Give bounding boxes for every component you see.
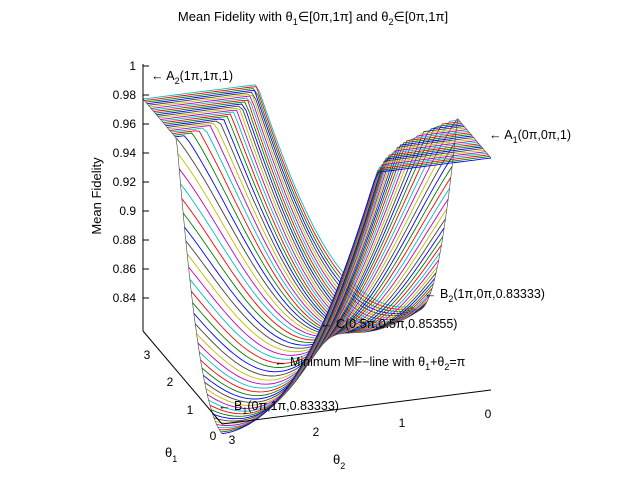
theta2-tick-label: 0 bbox=[485, 407, 492, 421]
z-tick-label: 0.86 bbox=[113, 262, 137, 276]
title-part-1: Mean Fidelity with θ bbox=[178, 9, 293, 24]
surface-line bbox=[145, 88, 415, 312]
annotation-c: ← C(0.5π,0.5π,0.85355) bbox=[320, 317, 457, 331]
surface-line bbox=[194, 126, 465, 377]
axes-frame bbox=[142, 64, 492, 425]
surface-line bbox=[153, 99, 423, 324]
surface-line bbox=[212, 146, 482, 420]
surface-line bbox=[155, 101, 425, 326]
z-tick-label: 0.96 bbox=[113, 117, 137, 131]
annotation-a2: ← A2(1π,1π,1) bbox=[151, 69, 233, 86]
z-axis-label: Mean Fidelity bbox=[89, 157, 104, 235]
theta2-label-sub: 2 bbox=[340, 461, 345, 471]
chart-title: Mean Fidelity with θ1∈[0π,1π] and θ2∈[0π… bbox=[178, 9, 448, 27]
surface-line bbox=[221, 157, 492, 435]
theta1-label-sub: 1 bbox=[172, 454, 177, 464]
z-tick-label: 0.98 bbox=[113, 88, 137, 102]
surface-line bbox=[171, 127, 441, 334]
surface-line bbox=[211, 144, 481, 417]
z-tick-label: 0.88 bbox=[113, 233, 137, 247]
surface-line bbox=[205, 138, 475, 406]
surface-line bbox=[201, 133, 471, 397]
surface-line bbox=[168, 122, 438, 334]
theta1-tick-label: 3 bbox=[144, 348, 151, 362]
annotation-b1: ← B1(0π,1π,0.83333) bbox=[218, 399, 339, 416]
theta2-tick-label: 2 bbox=[313, 425, 320, 439]
theta2-tick-label: 1 bbox=[399, 416, 406, 430]
surface-line bbox=[146, 90, 417, 314]
annotation-minimum-line: ← Minimum MF−line with θ1+θ2=π bbox=[274, 355, 466, 372]
z-tick-label: 0.84 bbox=[113, 291, 137, 305]
surface-line bbox=[176, 138, 446, 335]
surface-line bbox=[203, 135, 473, 400]
surface-line bbox=[163, 113, 433, 332]
surface-line bbox=[198, 130, 469, 389]
theta1-tick-label: 0 bbox=[210, 429, 217, 443]
surface-line bbox=[180, 183, 450, 339]
z-tick-label: 0.9 bbox=[119, 204, 136, 218]
surface-line bbox=[208, 141, 478, 412]
annotation-a1: ← A1(0π,0π,1) bbox=[489, 128, 571, 145]
surface-line bbox=[142, 84, 413, 308]
theta2-tick-label: 3 bbox=[229, 433, 236, 447]
surface-line bbox=[160, 109, 430, 331]
theta1-axis-line bbox=[142, 330, 223, 425]
surface-line bbox=[196, 127, 466, 381]
z-axis-ticks: 0.84 0.86 0.88 0.9 0.92 0.94 0.96 0.98 1 bbox=[113, 59, 149, 305]
title-sub-2: 2 bbox=[389, 17, 394, 27]
surface-line bbox=[173, 132, 444, 334]
title-sub-1: 1 bbox=[293, 17, 298, 27]
theta2-axis-ticks: 3 2 1 0 bbox=[229, 407, 492, 447]
surface-line bbox=[164, 115, 434, 333]
surface-line bbox=[213, 148, 484, 422]
title-part-3: ∈[0π,1π] bbox=[394, 9, 449, 24]
surface-line bbox=[177, 153, 448, 336]
theta1-axis-ticks: 0 1 2 3 bbox=[144, 348, 217, 443]
surface-line bbox=[207, 140, 477, 409]
surface-edge-line bbox=[411, 118, 492, 311]
surface-edge-line bbox=[142, 98, 223, 434]
surface-line bbox=[169, 125, 440, 334]
surface-line bbox=[197, 129, 467, 385]
theta2-axis-label: θ2 bbox=[333, 452, 345, 471]
theta1-tick-label: 2 bbox=[167, 375, 174, 389]
surface-line bbox=[209, 143, 479, 415]
surface-line bbox=[167, 120, 437, 333]
theta2-axis-line bbox=[221, 389, 492, 425]
surface-mesh-lines bbox=[142, 84, 492, 435]
theta1-axis-label: θ1 bbox=[165, 445, 177, 464]
theta1-tick-label: 1 bbox=[187, 403, 194, 417]
surface-line bbox=[175, 135, 445, 335]
surface-line bbox=[165, 118, 436, 333]
surface-line bbox=[150, 95, 421, 321]
surface-line bbox=[172, 130, 442, 334]
theta1-label-main: θ bbox=[165, 445, 172, 460]
z-tick-label: 0.92 bbox=[113, 175, 137, 189]
z-tick-label: 0.94 bbox=[113, 146, 137, 160]
surface-line bbox=[204, 137, 474, 403]
z-tick-label: 1 bbox=[129, 59, 136, 73]
annotation-b2: ← B2(1π,0π,0.83333) bbox=[424, 287, 545, 304]
surface-line bbox=[148, 91, 418, 317]
surface-line bbox=[215, 149, 485, 424]
theta2-label-main: θ bbox=[333, 452, 340, 467]
surface-line bbox=[200, 132, 470, 393]
surface-line bbox=[178, 168, 449, 337]
title-part-2: ∈[0π,1π] and θ bbox=[298, 9, 389, 24]
surface-line bbox=[152, 97, 422, 322]
